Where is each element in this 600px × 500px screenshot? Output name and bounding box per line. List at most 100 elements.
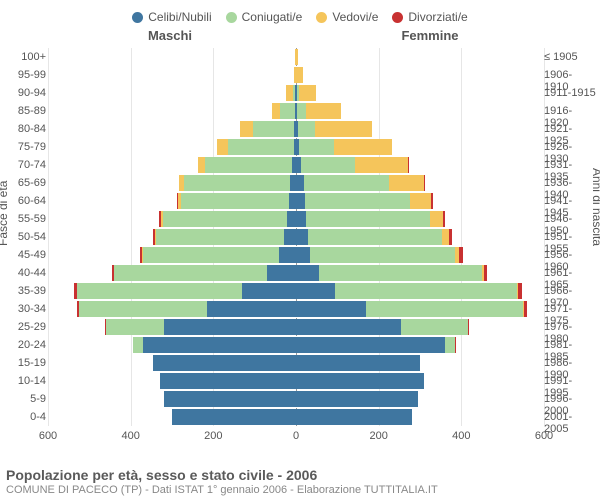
bar-segment (296, 211, 306, 228)
bar-segment (143, 247, 279, 264)
female-bar (296, 157, 544, 174)
age-label: 85-89 (4, 105, 46, 117)
age-row (48, 85, 544, 102)
plot-area: Fasce di età Anni di nascita 60040020002… (0, 46, 600, 456)
bar-segment (430, 211, 442, 228)
bar-segment (315, 121, 373, 138)
male-bar (48, 85, 296, 102)
male-bar (48, 355, 296, 372)
chart-title: Popolazione per età, sesso e stato civil… (6, 467, 438, 483)
bar-segment (279, 247, 296, 264)
bar-segment (184, 175, 289, 192)
legend-label: Coniugati/e (242, 10, 303, 24)
female-bar (296, 301, 544, 318)
age-row (48, 103, 544, 120)
age-label: 5-9 (4, 393, 46, 405)
bar-segment (296, 175, 304, 192)
bar-segment (424, 175, 425, 192)
x-tick-label: 600 (39, 430, 57, 442)
bar-segment (114, 265, 267, 282)
female-bar (296, 49, 544, 66)
female-bar (296, 193, 544, 210)
birth-year-label: 2001-2005 (544, 411, 596, 435)
age-row (48, 301, 544, 318)
legend-swatch (132, 12, 143, 23)
age-row (48, 229, 544, 246)
bar-segment (296, 49, 298, 66)
age-label: 30-34 (4, 303, 46, 315)
age-label: 80-84 (4, 123, 46, 135)
birth-year-label: ≤ 1905 (544, 51, 596, 63)
age-row (48, 67, 544, 84)
bar-segment (449, 229, 452, 246)
age-row (48, 373, 544, 390)
bar-segment (296, 283, 335, 300)
bar-segment (296, 229, 308, 246)
bar-segment (299, 139, 334, 156)
male-bar (48, 49, 296, 66)
bar-segment (442, 229, 449, 246)
female-bar (296, 355, 544, 372)
bar-segment (242, 283, 296, 300)
male-bar (48, 373, 296, 390)
age-row (48, 247, 544, 264)
bar-segment (198, 157, 205, 174)
male-bar (48, 67, 296, 84)
legend-item: Celibi/Nubili (132, 10, 211, 24)
bar-segment (308, 229, 442, 246)
legend-swatch (392, 12, 403, 23)
bar-segment (301, 157, 355, 174)
bar-segment (106, 319, 164, 336)
bar-segment (207, 301, 296, 318)
bar-segment (217, 139, 227, 156)
rows-container (48, 48, 544, 426)
age-row (48, 265, 544, 282)
bar-segment (280, 103, 294, 120)
age-label: 0-4 (4, 411, 46, 423)
age-label: 95-99 (4, 69, 46, 81)
female-bar (296, 409, 544, 426)
bar-segment (143, 337, 296, 354)
bar-segment (164, 391, 296, 408)
bar-segment (445, 337, 455, 354)
age-row (48, 121, 544, 138)
age-label: 70-74 (4, 159, 46, 171)
female-bar (296, 103, 544, 120)
bar-segment (289, 193, 296, 210)
bar-segment (298, 121, 315, 138)
bar-segment (306, 103, 341, 120)
male-bar (48, 319, 296, 336)
bar-segment (228, 139, 294, 156)
female-bar (296, 175, 544, 192)
bar-segment (160, 373, 296, 390)
bar-segment (253, 121, 294, 138)
bar-segment (299, 85, 316, 102)
bar-segment (334, 139, 392, 156)
bar-segment (297, 103, 305, 120)
female-bar (296, 265, 544, 282)
bar-segment (296, 301, 366, 318)
age-label: 40-44 (4, 267, 46, 279)
age-row (48, 157, 544, 174)
bar-segment (389, 175, 424, 192)
age-row (48, 193, 544, 210)
age-label: 55-59 (4, 213, 46, 225)
bar-segment (240, 121, 252, 138)
bar-segment (518, 283, 521, 300)
age-row (48, 283, 544, 300)
bar-segment (181, 193, 288, 210)
age-label: 15-19 (4, 357, 46, 369)
bar-segment (79, 301, 207, 318)
legend-label: Celibi/Nubili (148, 10, 211, 24)
bar-segment (355, 157, 409, 174)
male-bar (48, 283, 296, 300)
side-headers: Maschi Femmine (0, 28, 600, 46)
male-header: Maschi (0, 28, 300, 46)
bar-segment (468, 319, 469, 336)
bar-segment (304, 175, 389, 192)
female-bar (296, 85, 544, 102)
bar-segment (284, 229, 296, 246)
bar-segment (410, 193, 431, 210)
age-label: 100+ (4, 51, 46, 63)
female-bar (296, 229, 544, 246)
